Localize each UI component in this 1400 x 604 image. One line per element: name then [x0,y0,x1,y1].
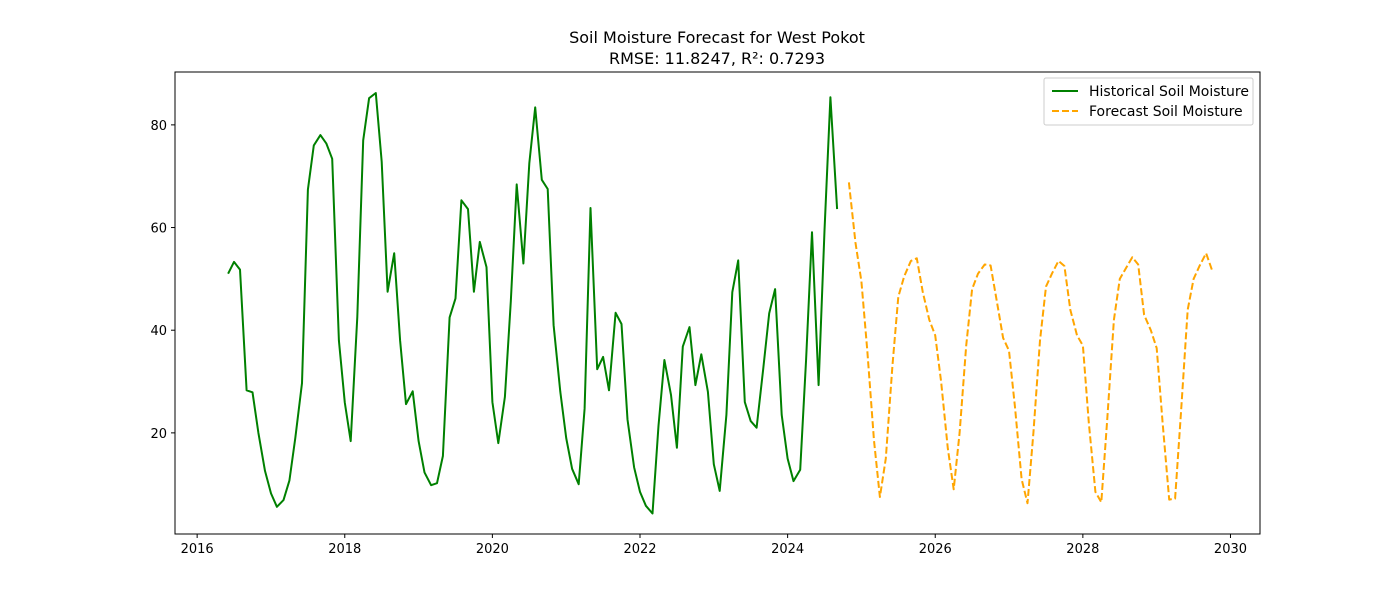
y-axis: 20 40 60 80 [150,119,175,442]
y-tick-label: 80 [150,119,167,134]
x-tick-label: 2026 [919,542,952,557]
legend-box [1043,77,1254,126]
y-tick-label: 60 [150,222,167,237]
x-tick-label: 2030 [1214,542,1247,557]
y-tick-label: 20 [150,427,167,442]
x-tick-label: 2020 [476,542,509,557]
plot-frame [174,71,1261,535]
y-tick-label: 40 [150,324,167,339]
chart-subtitle: RMSE: 11.8247, R²: 0.7293 [609,49,825,68]
x-tick-label: 2016 [181,542,214,557]
legend: Historical Soil Moisture Forecast Soil M… [1043,77,1254,126]
x-tick-label: 2022 [623,542,656,557]
series-layer [227,92,1213,515]
historical-soil-moisture-line [227,92,839,515]
legend-label-historical: Historical Soil Moisture [1089,84,1249,100]
x-tick-label: 2024 [771,542,804,557]
x-tick-label: 2018 [328,542,361,557]
x-tick-label: 2028 [1066,542,1099,557]
legend-label-forecast: Forecast Soil Moisture [1089,104,1243,120]
x-axis: 2016 2018 2020 2022 2024 2026 2028 2030 [181,534,1247,557]
chart-title: Soil Moisture Forecast for West Pokot [569,28,865,47]
forecast-soil-moisture-line [847,182,1213,505]
